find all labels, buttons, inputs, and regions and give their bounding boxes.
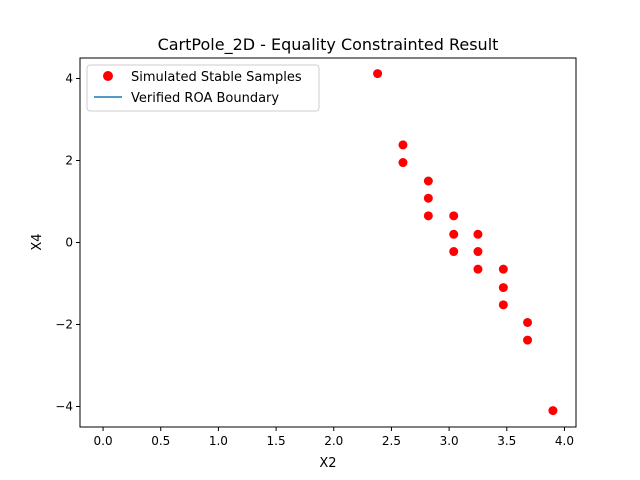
legend-box <box>86 64 320 112</box>
data-point <box>423 193 433 203</box>
x-tick-label: 1.0 <box>209 434 228 448</box>
y-tick-label: −2 <box>55 318 73 332</box>
x-tick-label: 3.0 <box>440 434 459 448</box>
x-tick-label: 2.0 <box>324 434 343 448</box>
data-point <box>449 211 459 221</box>
data-point <box>449 247 459 257</box>
x-tick-label: 3.5 <box>497 434 516 448</box>
data-point <box>473 247 483 257</box>
y-tick-label: −4 <box>55 400 73 414</box>
data-point <box>373 69 383 79</box>
x-tick-label: 2.5 <box>382 434 401 448</box>
data-point <box>498 264 508 274</box>
x-tick-label: 0.5 <box>151 434 170 448</box>
y-tick-label: 2 <box>65 154 73 168</box>
data-point <box>423 211 433 221</box>
y-axis: −4 −2 0 2 4 <box>55 72 80 414</box>
x-tick-label: 1.5 <box>267 434 286 448</box>
data-point <box>498 283 508 293</box>
chart-title: CartPole_2D - Equality Constrainted Resu… <box>158 35 499 55</box>
data-point <box>473 264 483 274</box>
x-axis-label: X2 <box>319 456 336 471</box>
data-point <box>398 158 408 168</box>
data-points <box>373 69 558 416</box>
x-tick-label: 0.0 <box>94 434 113 448</box>
legend-marker-simulated-stable-samples <box>103 71 113 81</box>
x-tick-label: 4.0 <box>555 434 574 448</box>
data-point <box>449 229 459 239</box>
data-point <box>473 229 483 239</box>
legend: Simulated Stable Samples Verified ROA Bo… <box>86 64 320 112</box>
data-point <box>548 406 558 416</box>
data-point <box>523 335 533 345</box>
legend-label-verified-roa-boundary: Verified ROA Boundary <box>131 91 279 106</box>
data-point <box>498 300 508 310</box>
legend-label-simulated-stable-samples: Simulated Stable Samples <box>131 70 302 85</box>
y-tick-label: 4 <box>65 72 73 86</box>
y-tick-label: 0 <box>65 236 73 250</box>
y-axis-label: X4 <box>30 233 45 250</box>
plot-area <box>79 57 577 428</box>
data-point <box>423 176 433 186</box>
data-point <box>398 140 408 150</box>
data-point <box>523 317 533 327</box>
x-axis: 0.0 0.5 1.0 1.5 2.0 2.5 3.0 3.5 4.0 <box>94 427 574 448</box>
